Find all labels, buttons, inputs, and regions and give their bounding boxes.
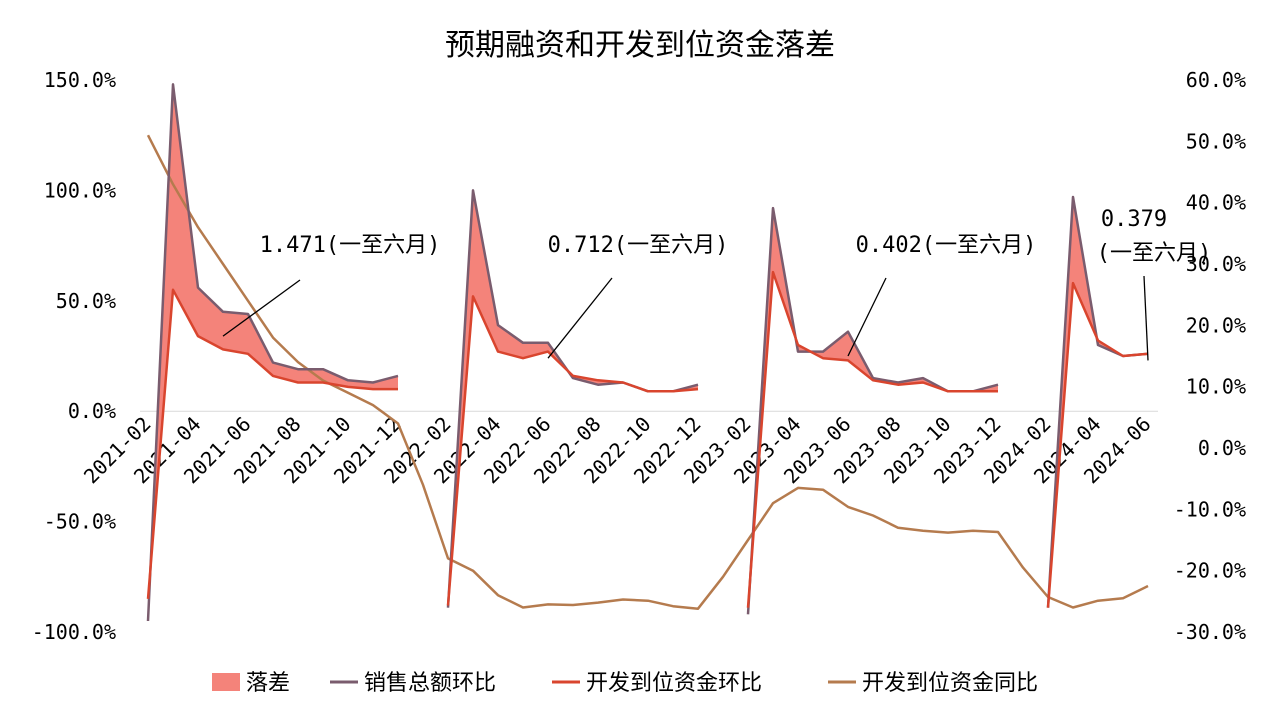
annotation-leader-line bbox=[847, 277, 887, 357]
y-right-tick-label: 50.0% bbox=[1186, 129, 1246, 153]
annotation-leader-line bbox=[222, 279, 301, 337]
annotation-label-line2: (一至六月) bbox=[1097, 241, 1212, 266]
series-lines bbox=[146, 83, 1149, 622]
y-right-tick-label: 10.0% bbox=[1186, 375, 1246, 399]
y-left-tick-label: -50.0% bbox=[44, 510, 116, 534]
series-line-funds-yoy bbox=[146, 134, 1149, 610]
chart-title: 预期融资和开发到位资金落差 bbox=[445, 28, 835, 63]
legend-label: 销售总额环比 bbox=[364, 671, 496, 696]
annotation-label: 1.471(一至六月) bbox=[260, 233, 441, 258]
annotation-label: 0.712(一至六月) bbox=[548, 233, 729, 258]
gap-area bbox=[748, 208, 998, 615]
series-line-funds-mom bbox=[146, 288, 398, 600]
legend: 落差 销售总额环比 开发到位资金环比 开发到位资金同比 bbox=[212, 671, 1038, 696]
y-right-tick-label: 20.0% bbox=[1186, 313, 1246, 337]
y-right-tick-label: 60.0% bbox=[1186, 68, 1246, 92]
series-line-funds-mom bbox=[746, 270, 998, 608]
y-right-tick-label: 30.0% bbox=[1186, 252, 1246, 276]
legend-label: 开发到位资金环比 bbox=[586, 671, 762, 696]
legend-swatch-gap bbox=[212, 673, 240, 691]
y-left-tick-label: 100.0% bbox=[44, 178, 116, 202]
y-left-tick-label: 150.0% bbox=[44, 68, 116, 92]
legend-label: 开发到位资金同比 bbox=[862, 671, 1038, 696]
annotation-leader-line bbox=[1143, 275, 1149, 361]
y-right-tick-label: 0.0% bbox=[1198, 436, 1246, 460]
legend-label: 落差 bbox=[246, 671, 290, 696]
gap-area bbox=[148, 84, 398, 621]
gap-area bbox=[448, 190, 698, 608]
series-line-funds-mom bbox=[446, 295, 699, 606]
annotation-label: 0.379 bbox=[1101, 207, 1167, 232]
y-right-tick-label: -30.0% bbox=[1174, 620, 1246, 644]
annotations: 1.471(一至六月) 0.712(一至六月) 0.402(一至六月) 0.379 (一… bbox=[222, 207, 1212, 361]
series-line-sales-mom bbox=[146, 83, 399, 622]
y-left-tick-label: -100.0% bbox=[32, 620, 116, 644]
y-left-tick-label: 50.0% bbox=[56, 289, 116, 313]
gap-area-group bbox=[148, 84, 1148, 621]
series-line-funds-mom bbox=[1046, 281, 1149, 608]
axes: -100.0% -50.0% 0.0% 50.0% 100.0% 150.0% -30.0%… bbox=[32, 68, 1246, 644]
y-right-tick-label: -20.0% bbox=[1174, 559, 1246, 583]
annotation-label: 0.402(一至六月) bbox=[856, 233, 1037, 258]
annotation-leader-line bbox=[547, 277, 613, 359]
y-right-tick-label: -10.0% bbox=[1174, 497, 1246, 521]
y-right-tick-label: 40.0% bbox=[1186, 191, 1246, 215]
y-left-tick-label: 0.0% bbox=[68, 399, 116, 423]
